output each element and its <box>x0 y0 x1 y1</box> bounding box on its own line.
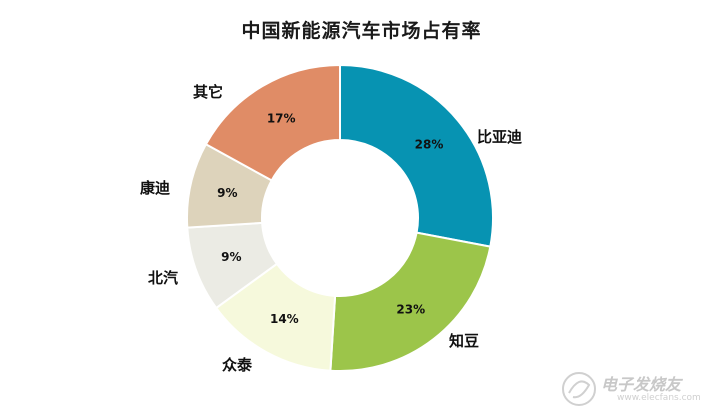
percent-labels: 28% 23% 14% 9% 9% 17% <box>217 112 443 327</box>
category-label-5: 康迪 <box>140 179 170 197</box>
slice-6 <box>204 63 341 182</box>
category-label-3: 众泰 <box>222 356 253 374</box>
percent-label-5: 9% <box>217 186 237 200</box>
category-label-2: 知豆 <box>449 332 479 350</box>
category-label-6: 其它 <box>193 83 223 101</box>
watermark-text: 电子发烧友 <box>601 375 682 394</box>
category-label-1: 比亚迪 <box>477 128 522 146</box>
percent-label-2: 23% <box>396 302 425 316</box>
slice-1 <box>339 63 494 248</box>
watermark-logo-icon <box>562 372 596 406</box>
percent-label-6: 17% <box>267 112 296 126</box>
chart-title: 中国新能源汽车市场占有率 <box>241 20 482 42</box>
slice-2 <box>329 231 492 372</box>
percent-label-1: 28% <box>415 137 444 151</box>
watermark: 电子发烧友 www.elecfans.com <box>559 369 709 409</box>
percent-label-4: 9% <box>221 250 241 264</box>
category-label-4: 北汽 <box>148 269 178 287</box>
donut-slices <box>186 63 494 372</box>
watermark-url: www.elecfans.com <box>617 393 701 403</box>
percent-label-3: 14% <box>270 312 299 326</box>
